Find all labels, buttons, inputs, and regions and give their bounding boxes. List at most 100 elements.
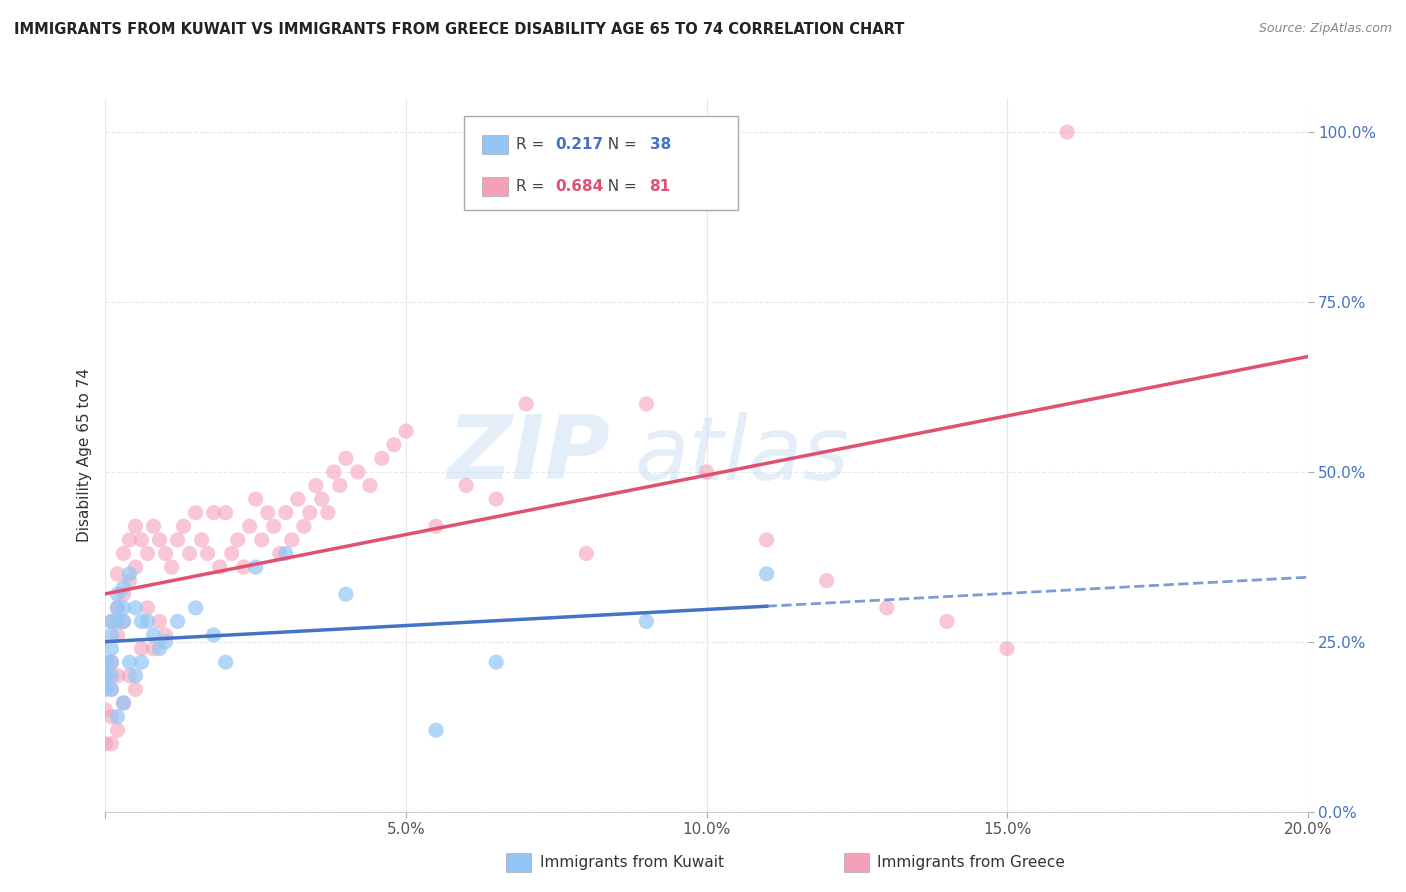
Point xyxy=(485,655,508,669)
Point xyxy=(184,506,207,520)
Point xyxy=(118,574,141,588)
Point xyxy=(269,546,291,560)
Point xyxy=(136,546,159,560)
Point xyxy=(155,635,177,649)
Point xyxy=(245,560,267,574)
Point xyxy=(100,669,122,683)
Point xyxy=(425,519,447,533)
Point xyxy=(371,451,394,466)
Point xyxy=(876,600,898,615)
Point xyxy=(148,641,170,656)
Point xyxy=(995,641,1018,656)
Point xyxy=(382,438,405,452)
Point xyxy=(755,566,778,581)
Point xyxy=(100,682,122,697)
Point xyxy=(232,560,254,574)
Point xyxy=(226,533,249,547)
Point xyxy=(131,641,153,656)
Point xyxy=(136,600,159,615)
Point xyxy=(190,533,212,547)
Point xyxy=(118,533,141,547)
Point xyxy=(94,703,117,717)
Point xyxy=(359,478,381,492)
Point xyxy=(124,682,146,697)
Text: N =: N = xyxy=(598,179,641,194)
Y-axis label: Disability Age 65 to 74: Disability Age 65 to 74 xyxy=(76,368,91,542)
Point xyxy=(100,737,122,751)
Point xyxy=(100,641,122,656)
Point xyxy=(112,696,135,710)
Point xyxy=(197,546,219,560)
Point xyxy=(107,628,129,642)
Point xyxy=(425,723,447,738)
Point xyxy=(124,669,146,683)
Point xyxy=(239,519,262,533)
Text: IMMIGRANTS FROM KUWAIT VS IMMIGRANTS FROM GREECE DISABILITY AGE 65 TO 74 CORRELA: IMMIGRANTS FROM KUWAIT VS IMMIGRANTS FRO… xyxy=(14,22,904,37)
Point xyxy=(118,566,141,581)
Point xyxy=(107,566,129,581)
Point xyxy=(636,397,658,411)
Point xyxy=(395,424,418,438)
Point xyxy=(112,696,135,710)
Text: 38: 38 xyxy=(650,137,671,152)
Point xyxy=(148,533,170,547)
Text: Immigrants from Greece: Immigrants from Greece xyxy=(877,855,1066,870)
Point xyxy=(214,655,236,669)
Point xyxy=(112,587,135,601)
Point xyxy=(142,641,165,656)
Point xyxy=(155,628,177,642)
Point xyxy=(166,533,188,547)
Text: N =: N = xyxy=(598,137,641,152)
Text: ZIP: ZIP xyxy=(447,411,610,499)
Point xyxy=(454,478,477,492)
Point xyxy=(94,737,117,751)
Point xyxy=(316,506,339,520)
Point xyxy=(148,615,170,629)
Point xyxy=(107,723,129,738)
Point xyxy=(112,600,135,615)
Point xyxy=(107,600,129,615)
Point xyxy=(335,587,357,601)
Point xyxy=(112,581,135,595)
Point xyxy=(107,600,129,615)
Text: 0.684: 0.684 xyxy=(555,179,603,194)
Point xyxy=(94,669,117,683)
Point xyxy=(636,615,658,629)
Point xyxy=(245,492,267,507)
Point xyxy=(155,546,177,560)
Point xyxy=(292,519,315,533)
Point xyxy=(100,615,122,629)
Point xyxy=(94,682,117,697)
Point xyxy=(298,506,321,520)
Point xyxy=(696,465,718,479)
Point xyxy=(575,546,598,560)
Point xyxy=(287,492,309,507)
Point xyxy=(112,615,135,629)
Point xyxy=(281,533,304,547)
Point xyxy=(131,655,153,669)
Point xyxy=(322,465,344,479)
Point xyxy=(335,451,357,466)
Point xyxy=(311,492,333,507)
Text: Immigrants from Kuwait: Immigrants from Kuwait xyxy=(540,855,724,870)
Point xyxy=(274,506,297,520)
Point xyxy=(142,628,165,642)
Point xyxy=(815,574,838,588)
Point xyxy=(118,669,141,683)
Point xyxy=(100,655,122,669)
Point xyxy=(112,615,135,629)
Point xyxy=(936,615,959,629)
Point xyxy=(100,709,122,723)
Point xyxy=(124,519,146,533)
Text: 81: 81 xyxy=(650,179,671,194)
Point xyxy=(166,615,188,629)
Point xyxy=(274,546,297,560)
Point xyxy=(131,615,153,629)
Point xyxy=(118,655,141,669)
Point xyxy=(179,546,201,560)
Point xyxy=(250,533,273,547)
Text: R =: R = xyxy=(516,179,550,194)
Text: R =: R = xyxy=(516,137,550,152)
Point xyxy=(485,492,508,507)
Point xyxy=(173,519,195,533)
